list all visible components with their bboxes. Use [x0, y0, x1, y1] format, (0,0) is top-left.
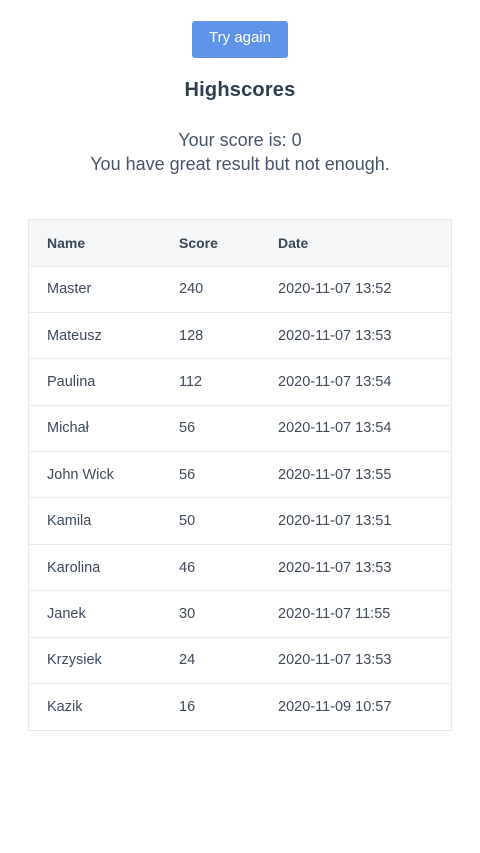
cell-name: Paulina — [47, 373, 96, 390]
page-title: Highscores — [184, 79, 296, 101]
cell-date: 2020-11-07 13:53 — [278, 327, 392, 344]
cell-name: Michał — [47, 420, 89, 437]
cell-date: 2020-11-07 13:55 — [278, 466, 392, 483]
cell-name: Mateusz — [47, 327, 102, 344]
cell-date: 2020-11-07 13:53 — [278, 559, 392, 576]
cell-date: 2020-11-07 13:54 — [278, 373, 392, 390]
header-section: Try again Highscores Your score is: 0 Yo… — [0, 0, 480, 176]
cell-score: 56 — [179, 420, 196, 437]
cell-name: Kamila — [47, 513, 92, 530]
column-header-score: Score — [179, 234, 218, 251]
table-header: Name Score Date — [29, 220, 451, 266]
cell-score: 128 — [179, 327, 204, 344]
highscores-table: Name Score Date Master 240 2020-11-07 13… — [29, 220, 451, 730]
table-row: Paulina 112 2020-11-07 13:54 — [29, 358, 451, 405]
table-body: Master 240 2020-11-07 13:52 Mateusz 128 … — [29, 266, 451, 730]
cell-date: 2020-11-07 13:52 — [278, 281, 392, 298]
table-row: Kazik 16 2020-11-09 10:57 — [29, 683, 451, 730]
cell-score: 30 — [179, 605, 196, 622]
cell-score: 50 — [179, 513, 196, 530]
cell-name: Kazik — [47, 698, 83, 715]
cell-score: 24 — [179, 652, 196, 669]
column-header-name: Name — [47, 234, 86, 251]
cell-date: 2020-11-09 10:57 — [278, 698, 392, 715]
cell-date: 2020-11-07 13:53 — [278, 652, 392, 669]
cell-date: 2020-11-07 13:51 — [278, 513, 392, 530]
table-row: Kamila 50 2020-11-07 13:51 — [29, 497, 451, 544]
highscores-table-container: Name Score Date Master 240 2020-11-07 13… — [28, 219, 452, 731]
cell-date: 2020-11-07 11:55 — [278, 605, 391, 622]
table-row: Krzysiek 24 2020-11-07 13:53 — [29, 637, 451, 683]
score-text: Your score is: 0 — [178, 130, 302, 150]
cell-name: Janek — [47, 605, 86, 622]
cell-score: 46 — [179, 559, 196, 576]
cell-name: Karolina — [47, 559, 101, 576]
cell-score: 56 — [179, 466, 196, 483]
cell-name: Krzysiek — [47, 652, 102, 669]
table-row: John Wick 56 2020-11-07 13:55 — [29, 451, 451, 498]
table-header-row: Name Score Date — [29, 220, 451, 266]
table-row: Michał 56 2020-11-07 13:54 — [29, 405, 451, 451]
cell-score: 112 — [179, 373, 203, 390]
cell-score: 16 — [179, 698, 196, 715]
table-row: Mateusz 128 2020-11-07 13:53 — [29, 312, 451, 358]
try-again-button[interactable]: Try again — [192, 21, 288, 58]
table-row: Karolina 46 2020-11-07 13:53 — [29, 544, 451, 590]
table-row: Master 240 2020-11-07 13:52 — [29, 266, 451, 312]
cell-score: 240 — [179, 281, 204, 298]
cell-date: 2020-11-07 13:54 — [278, 420, 392, 437]
cell-name: John Wick — [47, 466, 114, 483]
table-row: Janek 30 2020-11-07 11:55 — [29, 590, 451, 637]
column-header-date: Date — [278, 234, 309, 251]
cell-name: Master — [47, 281, 92, 298]
result-message: You have great result but not enough. — [90, 154, 390, 174]
